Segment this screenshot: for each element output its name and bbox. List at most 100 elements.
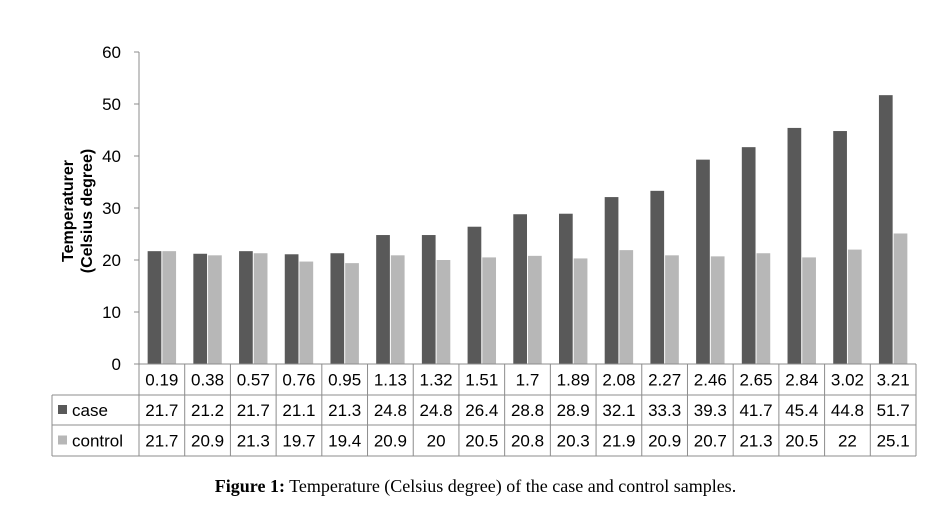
bar-case-3.02: [833, 131, 847, 364]
bar-control-0.19: [162, 251, 177, 364]
data-label-case: 51.7: [877, 401, 910, 420]
data-label-control: 19.7: [282, 432, 315, 451]
data-label-case: 45.4: [785, 401, 818, 420]
bar-case-0.95: [330, 253, 345, 364]
category-label: 0.38: [191, 371, 224, 390]
figure-caption-label: Figure 1:: [214, 476, 285, 496]
bar-case-2.27: [650, 190, 665, 364]
bar-case-0.19: [147, 251, 162, 364]
category-label: 0.19: [145, 371, 178, 390]
category-label: 3.21: [877, 371, 910, 390]
data-label-case: 21.3: [328, 401, 361, 420]
bar-case-1.51: [467, 226, 482, 364]
bar-case-1.89: [558, 213, 573, 364]
data-label-control: 20.3: [557, 432, 590, 451]
data-label-control: 21.7: [145, 432, 178, 451]
bar-case-2.08: [604, 197, 619, 364]
data-label-case: 28.8: [511, 401, 544, 420]
bar-chart: 0 10 20 30 40 50 60 0.19 0.38 0.57 0.76 0.95 1.13 1.…: [51, 43, 917, 457]
data-label-case: 33.3: [648, 401, 681, 420]
y-tick-label: 30: [102, 199, 121, 218]
bar-control-1.89: [573, 258, 588, 364]
y-tick-labels: 0 10 20 30 40 50 60: [102, 43, 121, 374]
bar-control-2.84: [802, 257, 816, 364]
bar-case-0.38: [193, 253, 208, 364]
category-label: 1.7: [516, 371, 540, 390]
data-label-case: 24.8: [420, 401, 453, 420]
bar-control-0.76: [299, 261, 314, 364]
category-label: 2.27: [648, 371, 681, 390]
bar-case-1.7: [513, 214, 527, 364]
data-label-case: 44.8: [831, 401, 864, 420]
bar-control-1.51: [482, 257, 497, 364]
bar-control-0.57: [253, 253, 268, 364]
bar-case-1.32: [421, 235, 436, 364]
category-label: 1.13: [374, 371, 407, 390]
bar-control-3.21: [893, 233, 908, 364]
chart-bars: [147, 95, 908, 364]
data-label-control: 20.7: [694, 432, 727, 451]
data-label-case: 32.1: [602, 401, 635, 420]
data-label-case: 21.7: [145, 401, 178, 420]
data-label-case: 24.8: [374, 401, 407, 420]
y-axis-label-line-1: Temperaturer: [60, 160, 77, 262]
category-label: 0.95: [328, 371, 361, 390]
figure-caption: Figure 1: Temperature (Celsius degree) o…: [0, 476, 951, 497]
bar-control-1.13: [390, 255, 405, 364]
legend-key-control: [58, 435, 67, 445]
figure-caption-text: Temperature (Celsius degree) of the case…: [289, 476, 737, 496]
legend-label-case: case: [72, 401, 108, 420]
y-tick-label: 20: [102, 251, 121, 270]
y-tick-label: 50: [102, 95, 121, 114]
bar-control-2.46: [710, 256, 725, 364]
data-table: 0.19 0.38 0.57 0.76 0.95 1.13 1.32 1.51 1.7 1.89 2…: [51, 363, 917, 457]
data-label-case: 39.3: [694, 401, 727, 420]
data-label-case: 21.2: [191, 401, 224, 420]
bar-control-3.02: [847, 249, 862, 364]
bar-control-0.38: [208, 255, 222, 364]
bar-case-3.21: [878, 95, 893, 364]
bar-case-0.76: [284, 254, 299, 364]
bar-control-0.95: [345, 263, 359, 364]
y-axis-label: Temperaturer (Celsius degree): [59, 149, 97, 273]
data-label-control: 21.3: [739, 432, 772, 451]
y-tick-label: 0: [112, 355, 121, 374]
data-label-control: 21.3: [237, 432, 270, 451]
y-tick-label: 60: [102, 43, 121, 62]
data-label-case: 21.7: [237, 401, 270, 420]
category-label: 2.46: [694, 371, 727, 390]
data-label-control: 20.9: [374, 432, 407, 451]
category-label: 1.32: [420, 371, 453, 390]
chart-axes: [134, 51, 140, 365]
y-tick-label: 10: [102, 303, 121, 322]
bar-case-2.84: [787, 127, 802, 364]
bar-control-2.08: [619, 250, 634, 364]
category-label: 0.76: [282, 371, 315, 390]
data-label-control: 20.5: [465, 432, 498, 451]
data-label-control: 20.9: [648, 432, 681, 451]
y-axis-label-line-2: (Celsius degree): [79, 148, 96, 274]
data-label-control: 20.8: [511, 432, 544, 451]
y-tick-label: 40: [102, 147, 121, 166]
category-label: 1.89: [557, 371, 590, 390]
data-label-case: 41.7: [739, 401, 772, 420]
bar-case-0.57: [239, 251, 253, 364]
bar-case-1.13: [376, 235, 390, 364]
category-label: 2.08: [602, 371, 635, 390]
data-label-control: 20.5: [785, 432, 818, 451]
bar-case-2.46: [696, 159, 710, 364]
data-label-control: 20.9: [191, 432, 224, 451]
data-label-control: 20: [427, 432, 446, 451]
data-label-control: 19.4: [328, 432, 361, 451]
category-label: 1.51: [465, 371, 498, 390]
data-label-case: 21.1: [282, 401, 315, 420]
bar-control-2.65: [756, 253, 771, 364]
legend-key-case: [58, 405, 67, 414]
data-label-control: 21.9: [602, 432, 635, 451]
y-axis-label-container: Temperaturer (Celsius degree): [38, 56, 118, 366]
bar-control-1.32: [436, 260, 451, 364]
category-label: 3.02: [831, 371, 864, 390]
category-label: 0.57: [237, 371, 270, 390]
data-label-control: 25.1: [877, 432, 910, 451]
data-label-case: 26.4: [465, 401, 498, 420]
